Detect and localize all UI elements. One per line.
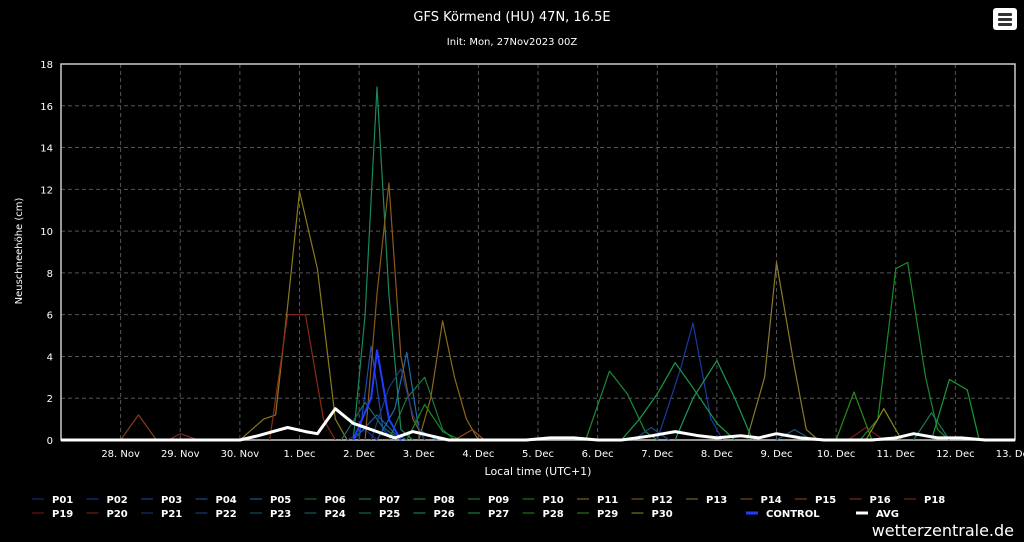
legend-label[interactable]: P22 <box>216 509 237 520</box>
y-tick-label: 18 <box>40 60 53 71</box>
x-tick-label: 28. Nov <box>101 449 140 460</box>
series-line-p27 <box>930 378 980 441</box>
series-line-p20 <box>168 433 199 441</box>
legend-label[interactable]: P29 <box>597 509 618 520</box>
series-line-p12 <box>418 320 479 441</box>
legend-label[interactable]: P13 <box>706 495 727 506</box>
series-line-p22 <box>633 426 670 441</box>
legend-label[interactable]: P23 <box>270 509 291 520</box>
y-tick-label: 8 <box>47 269 53 280</box>
legend-label[interactable]: P21 <box>161 509 182 520</box>
series-line-p26 <box>674 360 754 441</box>
series-line-avg <box>61 407 1015 442</box>
legend-label[interactable]: P03 <box>161 495 182 506</box>
chart-title: GFS Körmend (HU) 47N, 16.5E <box>413 10 610 25</box>
series-line-p18 <box>269 314 336 441</box>
legend-label[interactable]: P27 <box>488 509 509 520</box>
series-line-p29 <box>835 391 873 441</box>
legend-label[interactable]: P25 <box>379 509 400 520</box>
series-line-p25 <box>913 412 950 441</box>
watermark: wetterzentrale.de <box>871 521 1014 540</box>
x-tick-label: 6. Dec <box>582 449 614 460</box>
y-axis-label: Neuschneehöhe (cm) <box>14 197 25 304</box>
x-axis-label: Local time (UTC+1) <box>485 465 592 478</box>
series-line-p09 <box>585 370 658 441</box>
series-line-control <box>352 349 402 441</box>
legend-label[interactable]: P08 <box>434 495 455 506</box>
y-tick-label: 4 <box>47 352 53 363</box>
legend-label[interactable]: P04 <box>216 495 237 506</box>
legend-label[interactable]: P26 <box>434 509 455 520</box>
legend-label[interactable]: P16 <box>870 495 891 506</box>
x-tick-label: 12. Dec <box>936 449 974 460</box>
legend-label[interactable]: P01 <box>52 495 73 506</box>
plot-area: 0 2 4 6 8 10 12 14 16 18 28. Nov 29. Nov 30. Nov 1. D… <box>40 60 1024 460</box>
x-tick-label: 4. Dec <box>462 449 494 460</box>
legend-label[interactable]: P28 <box>543 509 564 520</box>
series-line-p02 <box>656 322 724 441</box>
chart-subtitle: Init: Mon, 27Nov2023 00Z <box>447 37 578 48</box>
y-tick-label: 16 <box>40 102 53 113</box>
y-tick-label: 6 <box>47 311 53 322</box>
legend-label[interactable]: P06 <box>325 495 346 506</box>
legend-label[interactable]: P19 <box>52 509 73 520</box>
y-tick-label: 0 <box>47 436 53 447</box>
hamburger-menu-icon[interactable] <box>993 8 1017 30</box>
series-line-p11 <box>239 190 348 441</box>
legend-label[interactable]: P02 <box>107 495 128 506</box>
x-tick-label: 5. Dec <box>522 449 554 460</box>
x-tick-label: 2. Dec <box>343 449 375 460</box>
legend-label[interactable]: CONTROL <box>766 509 820 520</box>
series-line-p21 <box>370 368 426 441</box>
legend-label[interactable]: P18 <box>924 495 945 506</box>
series-line-p15 <box>454 429 485 441</box>
legend-label[interactable]: P11 <box>597 495 618 506</box>
x-tick-label: 13. Dec <box>996 449 1024 460</box>
legend-label[interactable]: AVG <box>876 509 899 520</box>
legend: P01 P02 P03 P04 P05 P06 P07 P08 P09 P10 P11 P12 P13 P… <box>32 495 945 520</box>
series-line-p14 <box>364 182 426 441</box>
series-line-p16 <box>120 414 157 441</box>
legend-label[interactable]: P09 <box>488 495 509 506</box>
legend-label[interactable]: P20 <box>107 509 128 520</box>
series-line-p07 <box>352 86 414 441</box>
series-line-p13 <box>746 261 819 441</box>
x-tick-label: 3. Dec <box>403 449 435 460</box>
series-line-p30 <box>865 408 903 441</box>
x-tick-label: 8. Dec <box>701 449 733 460</box>
x-tick-label: 10. Dec <box>817 449 855 460</box>
legend-label[interactable]: P05 <box>270 495 291 506</box>
y-tick-label: 2 <box>47 394 53 405</box>
legend-label[interactable]: P07 <box>379 495 400 506</box>
x-tick-label: 29. Nov <box>161 449 200 460</box>
legend-label[interactable]: P12 <box>652 495 673 506</box>
legend-label[interactable]: P14 <box>761 495 782 506</box>
series-line-p28 <box>406 403 461 441</box>
legend-label[interactable]: P15 <box>815 495 836 506</box>
x-tick-label: 1. Dec <box>283 449 315 460</box>
legend-label[interactable]: P30 <box>652 509 673 520</box>
series-line-p23 <box>776 429 813 441</box>
series-line-p24 <box>340 401 402 441</box>
x-tick-label: 30. Nov <box>221 449 260 460</box>
x-tick-label: 9. Dec <box>760 449 792 460</box>
series-line-p19 <box>847 426 885 441</box>
x-tick-label: 11. Dec <box>877 449 915 460</box>
y-tick-label: 14 <box>40 144 53 155</box>
series-line-p10 <box>859 261 950 441</box>
x-tick-label: 7. Dec <box>641 449 673 460</box>
legend-label[interactable]: P10 <box>543 495 564 506</box>
legend-label[interactable]: P24 <box>325 509 346 520</box>
y-tick-label: 10 <box>40 227 53 238</box>
y-tick-label: 12 <box>40 185 53 196</box>
